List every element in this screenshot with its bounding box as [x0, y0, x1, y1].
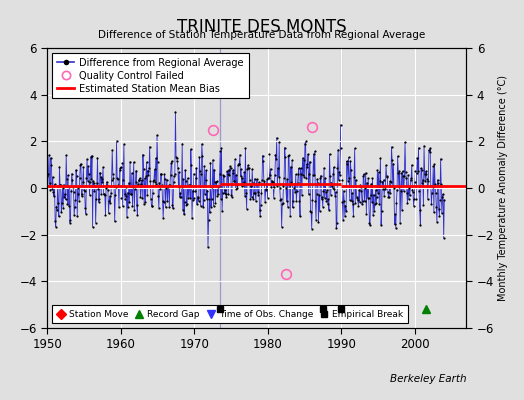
Text: Difference of Station Temperature Data from Regional Average: Difference of Station Temperature Data f… [99, 30, 425, 40]
Legend: Station Move, Record Gap, Time of Obs. Change, Empirical Break: Station Move, Record Gap, Time of Obs. C… [52, 306, 408, 324]
Y-axis label: Monthly Temperature Anomaly Difference (°C): Monthly Temperature Anomaly Difference (… [498, 75, 508, 301]
Text: TRINITE DES MONTS: TRINITE DES MONTS [177, 18, 347, 36]
Text: Berkeley Earth: Berkeley Earth [390, 374, 466, 384]
